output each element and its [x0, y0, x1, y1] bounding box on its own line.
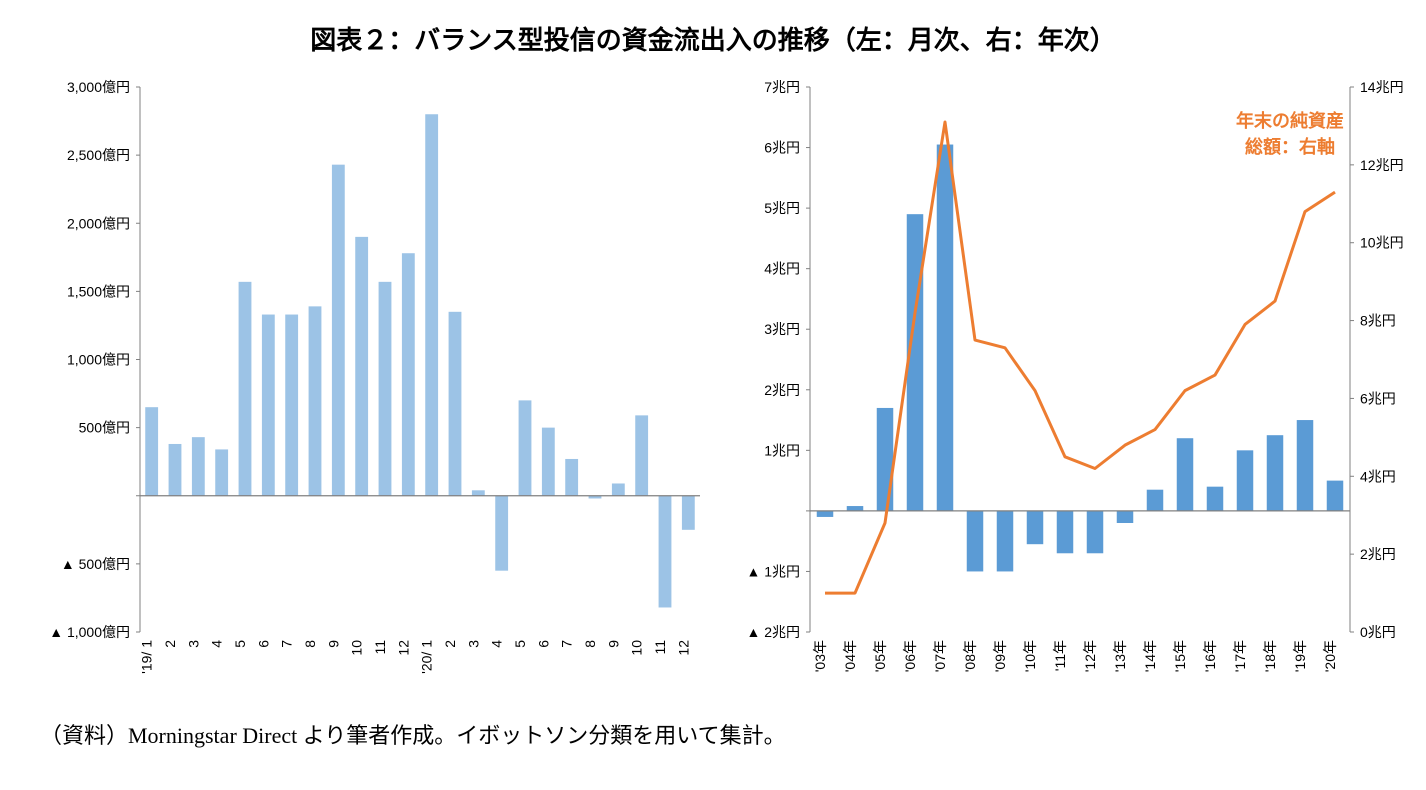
svg-text:総額：右軸: 総額：右軸	[1245, 136, 1335, 157]
svg-text:3,000億円: 3,000億円	[67, 79, 130, 95]
monthly-chart: ▲ 1,000億円 ▲ 500億円 500億円 1,000億円 1,500億円 2,000…	[20, 67, 720, 712]
svg-text:1兆円: 1兆円	[764, 442, 800, 458]
svg-text:10兆円: 10兆円	[1360, 235, 1404, 251]
svg-text:6兆円: 6兆円	[1360, 390, 1396, 406]
svg-text:▲ 500億円: ▲ 500億円	[61, 556, 130, 572]
svg-text:2,500億円: 2,500億円	[67, 147, 130, 163]
svg-text:2: 2	[442, 640, 458, 648]
svg-text:6兆円: 6兆円	[764, 140, 800, 156]
svg-text:'07年: '07年	[932, 640, 948, 672]
svg-text:11: 11	[652, 640, 668, 655]
svg-text:'15年: '15年	[1172, 640, 1188, 672]
svg-text:'18年: '18年	[1262, 640, 1278, 672]
svg-text:5: 5	[512, 640, 528, 648]
svg-text:▲ 1兆円: ▲ 1兆円	[746, 563, 800, 579]
svg-text:8兆円: 8兆円	[1360, 313, 1396, 329]
svg-text:2: 2	[162, 640, 178, 648]
svg-text:▲ 1,000億円: ▲ 1,000億円	[49, 624, 130, 640]
svg-text:3: 3	[465, 640, 481, 648]
svg-text:12: 12	[675, 640, 691, 656]
svg-text:7: 7	[279, 640, 295, 648]
yearly-chart: ▲ 2兆円 ▲ 1兆円 1兆円 2兆円 3兆円 4兆円 5兆円 6兆円 7兆円 0兆円 2兆円 4兆円…	[730, 67, 1426, 712]
svg-text:6: 6	[255, 640, 271, 648]
svg-text:12: 12	[395, 640, 411, 656]
svg-text:6: 6	[535, 640, 551, 648]
svg-text:'19年: '19年	[1292, 640, 1308, 672]
svg-text:7兆円: 7兆円	[764, 79, 800, 95]
svg-text:4: 4	[489, 640, 505, 648]
svg-text:12兆円: 12兆円	[1360, 157, 1404, 173]
svg-text:8: 8	[302, 640, 318, 648]
svg-text:'16年: '16年	[1202, 640, 1218, 672]
svg-text:2,000億円: 2,000億円	[67, 215, 130, 231]
svg-text:14兆円: 14兆円	[1360, 79, 1404, 95]
svg-text:2兆円: 2兆円	[1360, 546, 1396, 562]
svg-text:9: 9	[605, 640, 621, 648]
svg-text:'17年: '17年	[1232, 640, 1248, 672]
svg-text:'04年: '04年	[842, 640, 858, 672]
source-footnote: （資料）Morningstar Direct より筆者作成。イボットソン分類を用…	[20, 718, 1406, 750]
svg-text:1,000億円: 1,000億円	[67, 352, 130, 368]
svg-text:8: 8	[582, 640, 598, 648]
svg-text:1,500億円: 1,500億円	[67, 283, 130, 299]
svg-text:'19/ 1: '19/ 1	[139, 640, 155, 674]
svg-text:7: 7	[559, 640, 575, 648]
svg-text:3兆円: 3兆円	[764, 321, 800, 337]
svg-text:0兆円: 0兆円	[1360, 624, 1396, 640]
svg-text:年末の純資産: 年末の純資産	[1236, 110, 1344, 131]
page-title: 図表２：バランス型投信の資金流出入の推移（左：月次、右：年次）	[20, 20, 1406, 57]
svg-text:2兆円: 2兆円	[764, 382, 800, 398]
svg-text:5: 5	[232, 640, 248, 648]
svg-text:'20/ 1: '20/ 1	[419, 640, 435, 674]
svg-text:'20年: '20年	[1322, 640, 1338, 672]
charts-container: ▲ 1,000億円 ▲ 500億円 500億円 1,000億円 1,500億円 2,000…	[20, 67, 1406, 712]
svg-text:10: 10	[629, 640, 645, 656]
svg-text:'08年: '08年	[962, 640, 978, 672]
svg-text:'09年: '09年	[992, 640, 1008, 672]
svg-text:▲ 2兆円: ▲ 2兆円	[746, 624, 800, 640]
svg-text:'10年: '10年	[1022, 640, 1038, 672]
svg-text:3: 3	[185, 640, 201, 648]
svg-text:'12年: '12年	[1082, 640, 1098, 672]
svg-text:'03年: '03年	[812, 640, 828, 672]
svg-text:4兆円: 4兆円	[764, 261, 800, 277]
svg-text:4: 4	[209, 640, 225, 648]
svg-text:'13年: '13年	[1112, 640, 1128, 672]
svg-text:11: 11	[372, 640, 388, 655]
svg-text:9: 9	[325, 640, 341, 648]
svg-text:'14年: '14年	[1142, 640, 1158, 672]
svg-text:5兆円: 5兆円	[764, 200, 800, 216]
svg-text:4兆円: 4兆円	[1360, 468, 1396, 484]
svg-text:500億円: 500億円	[79, 420, 130, 436]
svg-text:'11年: '11年	[1052, 640, 1068, 671]
svg-text:'06年: '06年	[902, 640, 918, 672]
svg-text:10: 10	[349, 640, 365, 656]
svg-text:'05年: '05年	[872, 640, 888, 672]
